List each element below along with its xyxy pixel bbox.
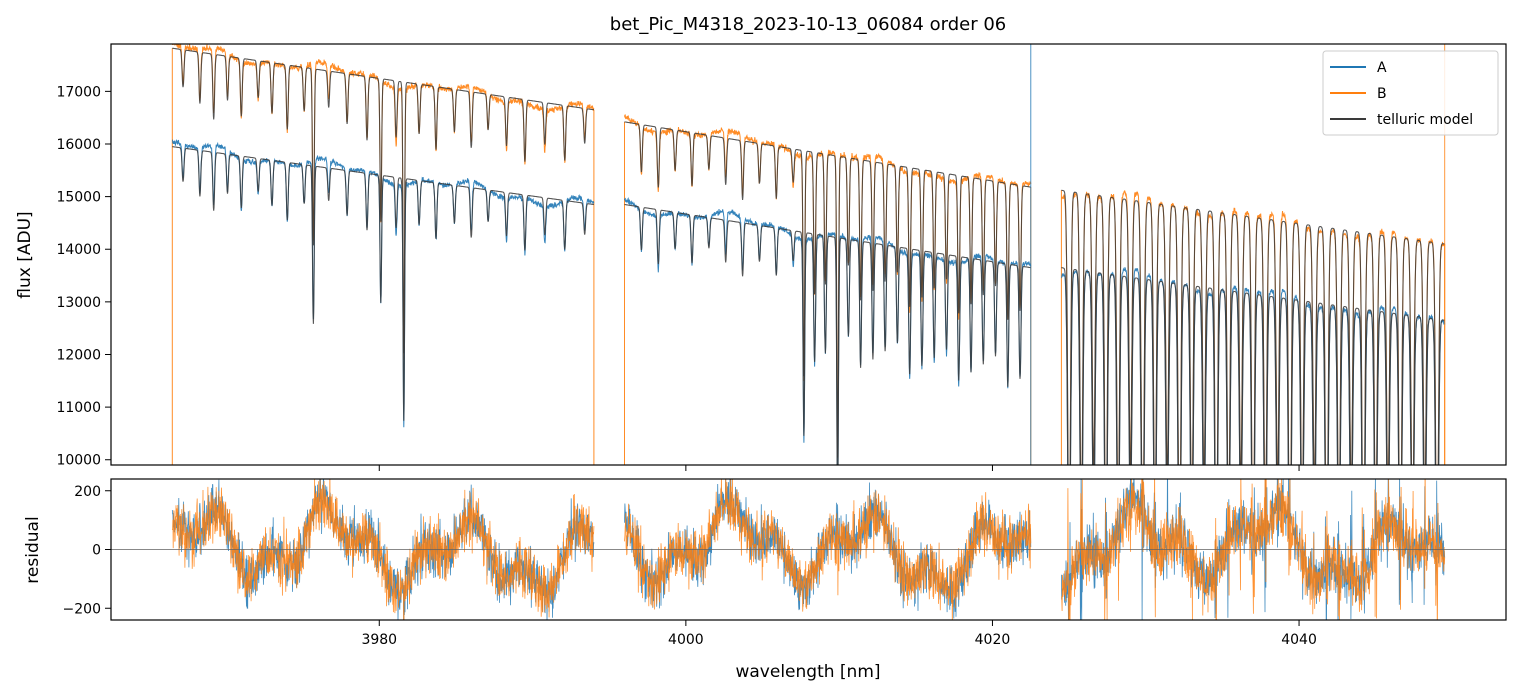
legend-label-model: telluric model [1377, 112, 1473, 128]
x-tick-label: 4020 [975, 632, 1011, 648]
residual-plot-area [111, 479, 1506, 620]
flux-y-tick-label: 11000 [56, 400, 101, 416]
legend-label-a: A [1377, 60, 1387, 76]
legend-label-b: B [1377, 86, 1387, 102]
flux-y-tick-label: 17000 [56, 84, 101, 100]
legend-box [1322, 50, 1499, 136]
flux-axes: 10000 11000 12000 13000 14000 15000 16000 17000 [56, 84, 1300, 471]
flux-plot-area [171, 44, 1446, 465]
residual-y-tick-label: 200 [74, 484, 101, 500]
residual-y-axis-label: residual [23, 516, 43, 583]
flux-axes-frame [110, 43, 1507, 466]
flux-y-tick-label: 10000 [56, 453, 101, 469]
flux-y-tick-label: 16000 [56, 137, 101, 153]
x-tick-label: 4040 [1281, 632, 1317, 648]
residual-y-tick-label: −200 [63, 601, 101, 617]
chart-title: bet_Pic_M4318_2023-10-13_06084 order 06 [610, 14, 1006, 35]
flux-y-tick-label: 12000 [56, 347, 101, 363]
flux-y-tick-label: 15000 [56, 190, 101, 206]
telluric-model-b-line [172, 47, 1445, 465]
residual-axes: 3980 4000 4020 4040 −200 0 200 [63, 484, 1317, 648]
legend: A B telluric model [1322, 50, 1499, 136]
flux-y-axis-label: flux [ADU] [15, 211, 35, 298]
residual-y-tick-label: 0 [92, 543, 101, 559]
x-axis-label: wavelength [nm] [735, 662, 880, 682]
flux-y-tick-label: 13000 [56, 295, 101, 311]
x-tick-label: 4000 [668, 632, 704, 648]
telluric-model-a-line [172, 146, 1445, 465]
flux-y-tick-label: 14000 [56, 242, 101, 258]
x-tick-label: 3980 [361, 632, 397, 648]
series-b-residual-line [171, 479, 1446, 620]
